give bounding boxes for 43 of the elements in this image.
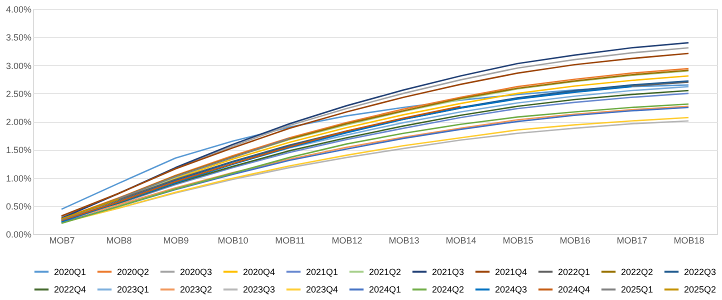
legend-label: 2020Q2 bbox=[117, 266, 150, 277]
legend-label: 2023Q2 bbox=[180, 284, 212, 294]
x-tick-label: MOB17 bbox=[616, 236, 648, 246]
legend-label: 2021Q3 bbox=[432, 266, 464, 277]
legend-label: 2024Q1 bbox=[369, 284, 402, 294]
legend-label: 2022Q3 bbox=[684, 266, 716, 277]
legend-label: 2023Q4 bbox=[306, 284, 338, 294]
legend-label: 2020Q1 bbox=[54, 266, 86, 277]
y-tick-label: 2.00% bbox=[6, 117, 32, 127]
legend-label: 2021Q4 bbox=[495, 266, 528, 277]
x-tick-label: MOB11 bbox=[275, 236, 305, 246]
y-tick-label: 2.50% bbox=[6, 88, 32, 99]
x-tick-label: MOB8 bbox=[106, 236, 132, 246]
y-tick-label: 0.50% bbox=[6, 201, 32, 212]
legend-label: 2021Q1 bbox=[306, 266, 338, 277]
x-tick-label: MOB16 bbox=[560, 236, 590, 246]
legend-label: 2022Q1 bbox=[558, 266, 590, 277]
y-tick-label: 3.00% bbox=[6, 60, 32, 71]
x-tick-label: MOB7 bbox=[49, 236, 75, 246]
x-tick-label: MOB14 bbox=[446, 236, 476, 246]
x-tick-label: MOB9 bbox=[163, 236, 189, 246]
y-tick-label: 1.00% bbox=[6, 173, 32, 184]
legend-label: 2022Q4 bbox=[54, 284, 86, 294]
legend-label: 2021Q2 bbox=[369, 266, 402, 277]
y-tick-label: 0.00% bbox=[6, 230, 32, 240]
y-tick-label: 4.00% bbox=[6, 4, 32, 14]
legend-label: 2023Q3 bbox=[243, 284, 276, 294]
legend-label: 2020Q4 bbox=[243, 266, 276, 277]
x-tick-label: MOB10 bbox=[218, 236, 248, 246]
legend-label: 2025Q1 bbox=[621, 284, 654, 294]
x-tick-label: MOB13 bbox=[388, 236, 420, 246]
legend-label: 2020Q3 bbox=[180, 266, 212, 277]
y-tick-label: 1.50% bbox=[6, 145, 32, 156]
x-tick-label: MOB18 bbox=[674, 236, 704, 246]
y-tick-label: 3.50% bbox=[6, 32, 32, 43]
legend-label: 2023Q1 bbox=[117, 284, 150, 294]
x-tick-label: MOB15 bbox=[502, 236, 534, 246]
legend-label: 2024Q2 bbox=[432, 284, 464, 294]
x-tick-label: MOB12 bbox=[332, 236, 362, 246]
legend-label: 2024Q3 bbox=[495, 284, 528, 294]
legend-label: 2024Q4 bbox=[558, 284, 590, 294]
legend-label: 2022Q2 bbox=[621, 266, 654, 277]
legend-label: 2025Q2 bbox=[684, 284, 716, 294]
